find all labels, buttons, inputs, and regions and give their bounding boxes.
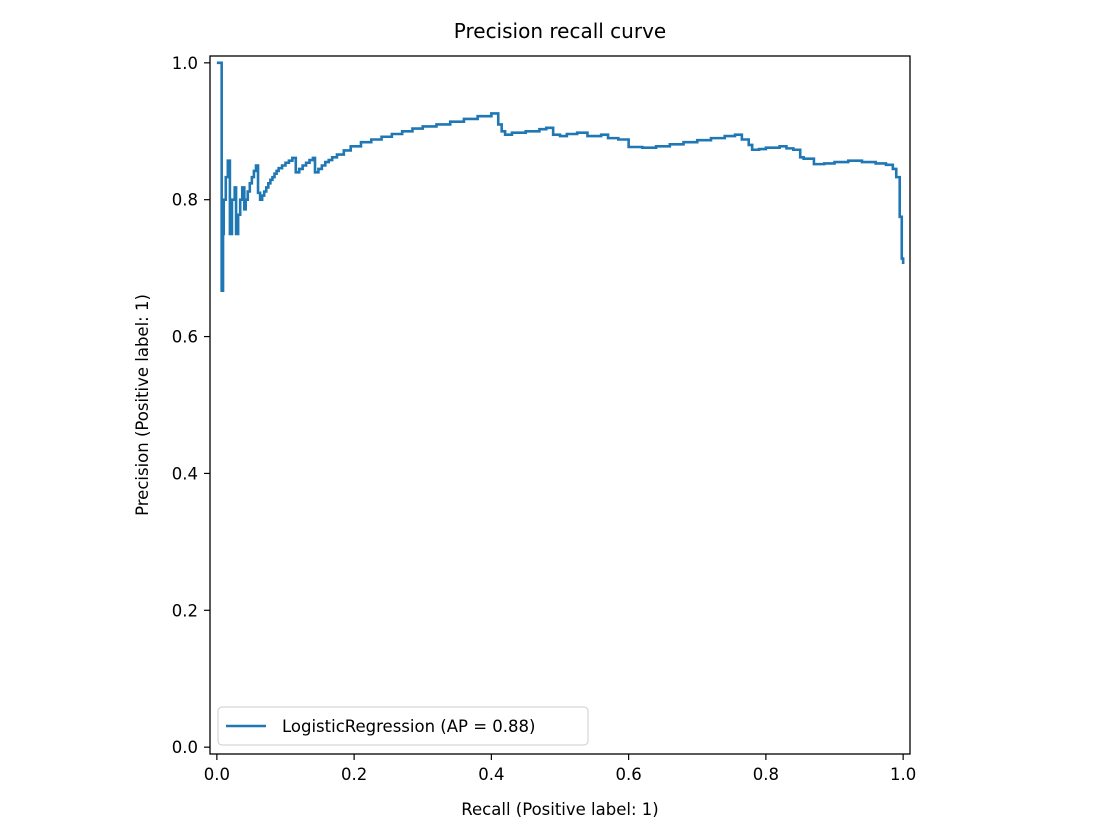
x-tick-label: 0.2 — [341, 765, 367, 784]
legend-label: LogisticRegression (AP = 0.88) — [282, 717, 535, 736]
y-tick-label: 0.4 — [172, 464, 198, 483]
plot-area — [216, 61, 905, 293]
y-tick-label: 0.8 — [172, 191, 198, 210]
legend: LogisticRegression (AP = 0.88) — [217, 706, 589, 746]
x-tick-label: 0.6 — [616, 765, 642, 784]
axis-ticks: 0.0 0.2 0.4 0.6 0.8 1.0 0.0 0.2 0.4 0.6 0.8 1.0 — [172, 54, 917, 784]
y-tick-label: 1.0 — [172, 54, 198, 73]
axes-frame — [209, 55, 911, 755]
y-tick-label: 0.0 — [172, 738, 198, 757]
legend-box — [217, 706, 589, 746]
y-tick-label: 0.6 — [172, 328, 198, 347]
x-tick-label: 0.4 — [478, 765, 504, 784]
x-tick-label: 1.0 — [890, 765, 916, 784]
chart-title: Precision recall curve — [454, 19, 666, 43]
x-axis-label: Recall (Positive label: 1) — [461, 800, 658, 819]
y-axis-label: Precision (Positive label: 1) — [133, 294, 152, 516]
x-tick-label: 0.0 — [204, 765, 230, 784]
x-tick-label: 0.8 — [753, 765, 779, 784]
series-line-0 — [216, 61, 905, 293]
y-tick-label: 0.2 — [172, 601, 198, 620]
